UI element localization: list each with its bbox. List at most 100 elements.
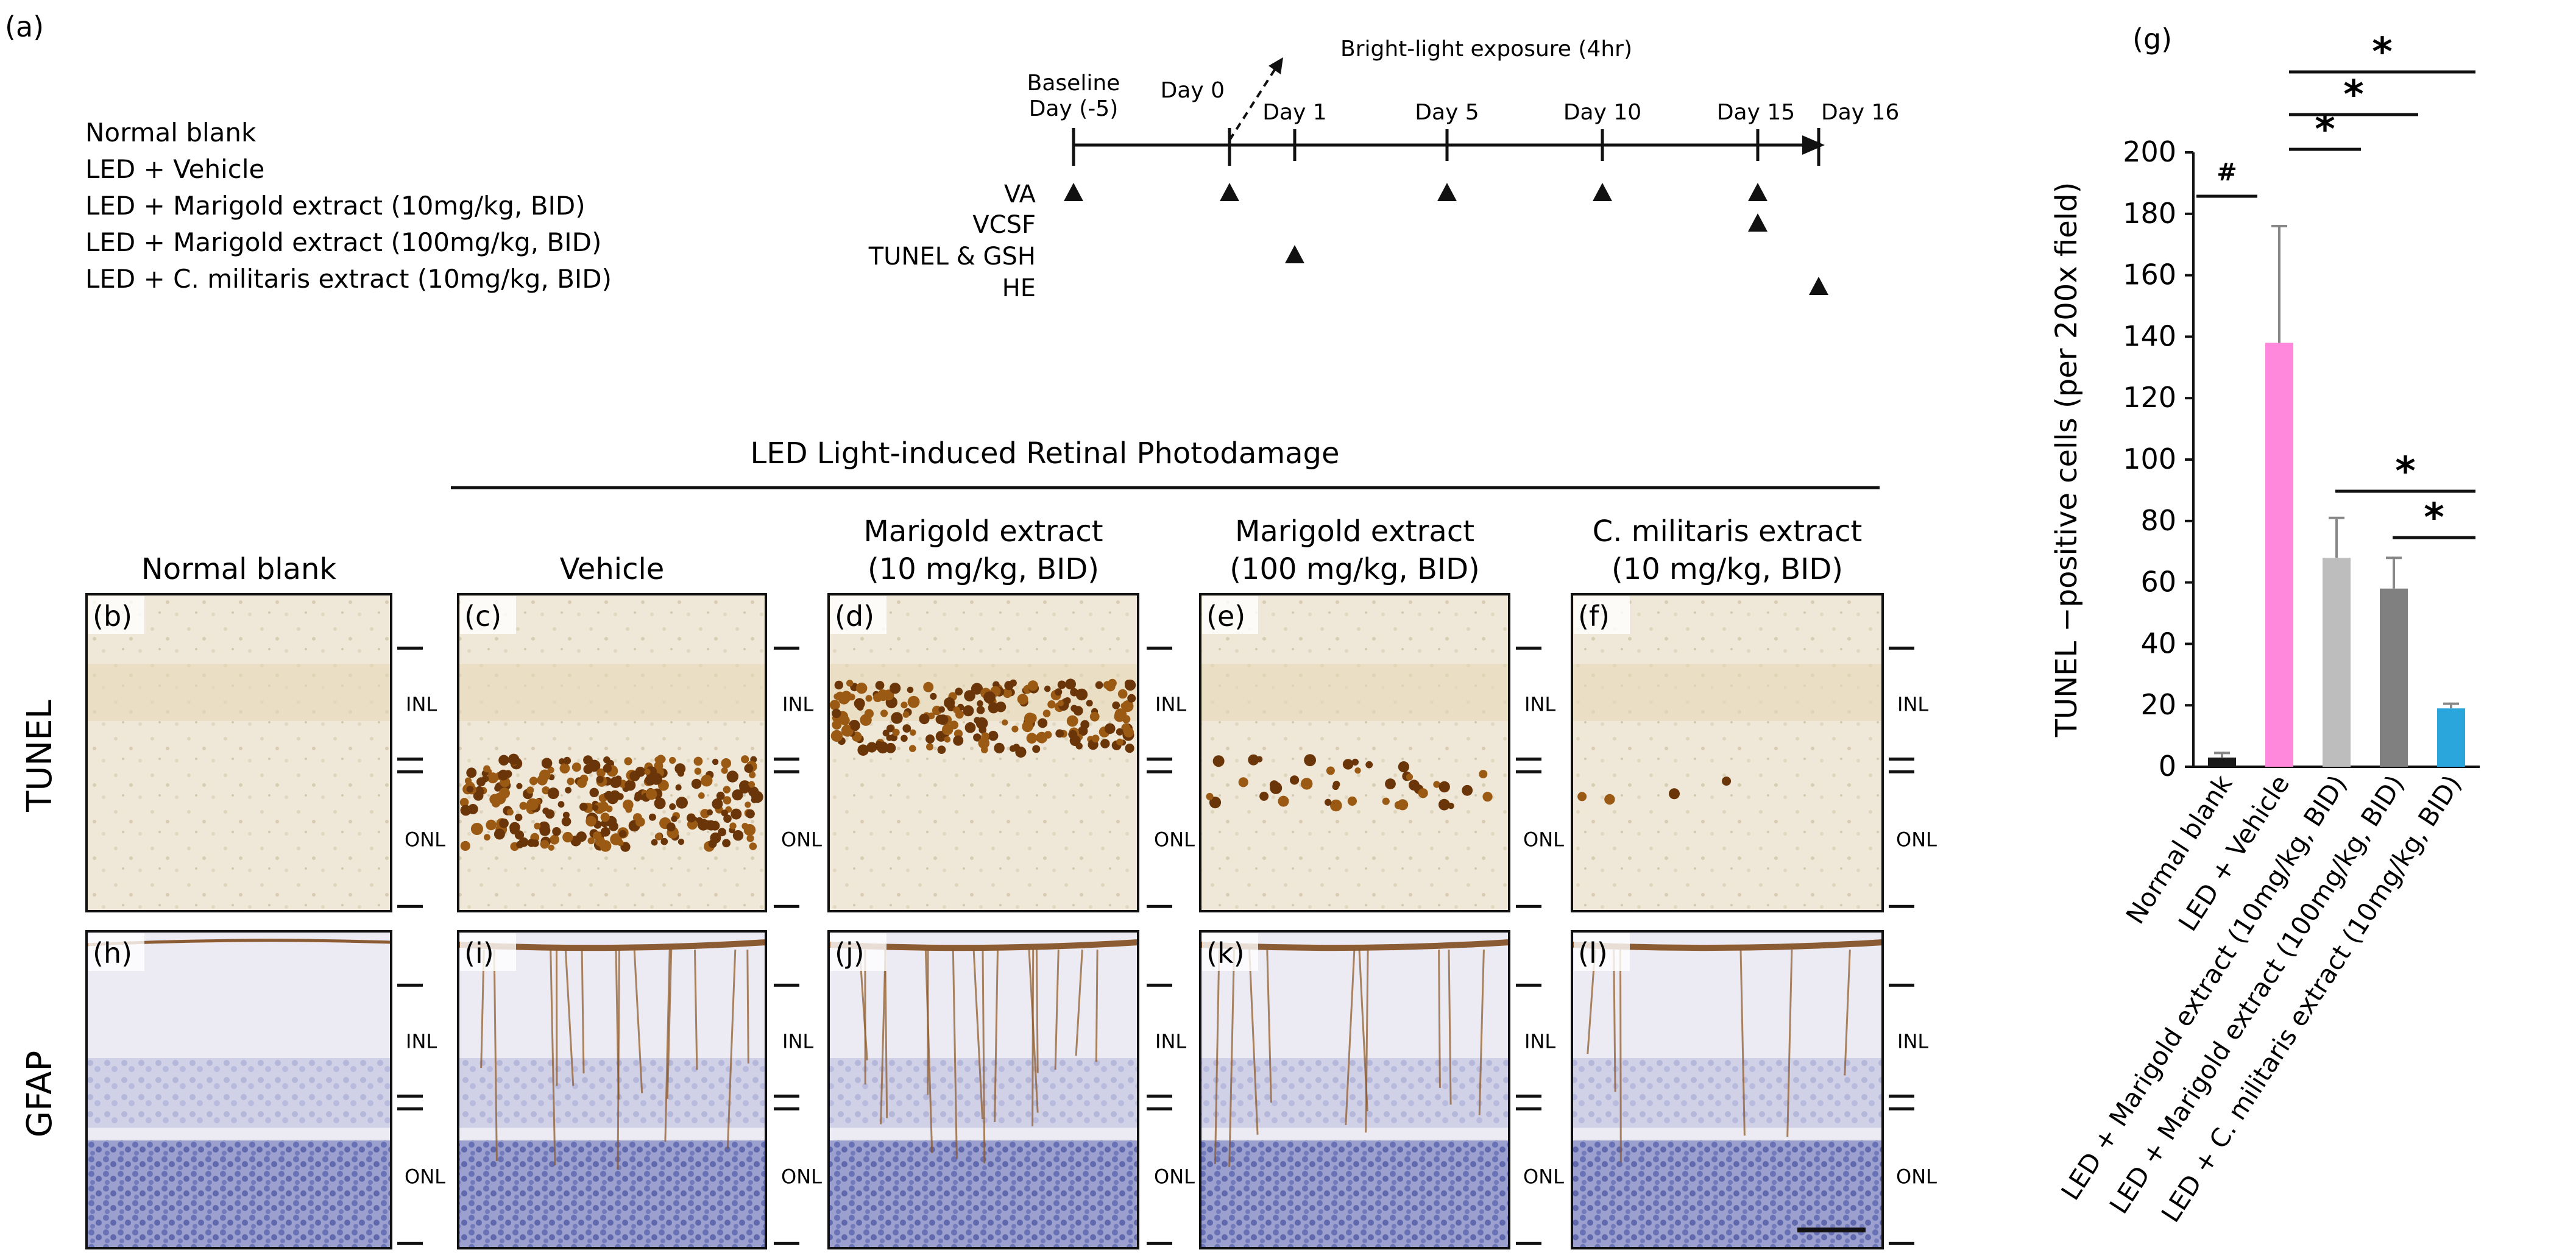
tunel-positive-cell xyxy=(938,714,949,725)
y-tick-label: 20 xyxy=(2140,688,2176,721)
timeline-day-label: Day 10 xyxy=(1563,100,1641,125)
condition-label: Marigold extract xyxy=(863,514,1103,549)
tunel-positive-cell xyxy=(1027,713,1037,723)
tunel-positive-cell xyxy=(1027,680,1038,691)
gfap-fiber xyxy=(564,949,575,1086)
tunel-positive-cell xyxy=(508,753,520,766)
tunel-positive-cell xyxy=(1209,797,1222,809)
tunel-positive-cell xyxy=(515,813,523,822)
gfap-fiber xyxy=(1739,949,1746,1136)
tunel-positive-cell xyxy=(498,755,509,766)
tunel-positive-cell xyxy=(1080,720,1090,730)
panel-letter-bg xyxy=(830,596,886,634)
significance-mark: * xyxy=(2395,449,2415,494)
timeline-day-label: Day 0 xyxy=(1161,78,1225,103)
tunel-positive-cell xyxy=(901,734,908,742)
tunel-positive-cell xyxy=(981,746,988,753)
tunel-positive-cell xyxy=(648,813,656,821)
stain-row-label: TUNEL xyxy=(20,700,60,812)
tunel-positive-cell xyxy=(1351,758,1359,766)
tunel-positive-cell xyxy=(1075,688,1088,701)
tunel-positive-cell xyxy=(721,767,728,774)
tunel-positive-cell xyxy=(595,836,606,847)
tunel-positive-cell xyxy=(1604,794,1615,805)
panel-letter: (l) xyxy=(1578,937,1608,970)
micrograph-panel: (h) INL ONL xyxy=(85,930,445,1249)
tunel-positive-cell xyxy=(499,787,510,799)
gfap-fiber xyxy=(1075,949,1083,1056)
tunel-positive-cell xyxy=(691,778,702,789)
tunel-positive-cell xyxy=(1125,744,1134,753)
panel-letter-bg xyxy=(88,596,144,634)
tunel-positive-cell xyxy=(746,809,755,819)
tunel-positive-cell xyxy=(834,680,844,690)
tunel-positive-cell xyxy=(1117,689,1128,699)
tunel-positive-cell xyxy=(988,731,999,741)
tunel-positive-cell xyxy=(547,787,559,800)
tunel-positive-cell xyxy=(723,814,732,823)
layer-label-onl: ONL xyxy=(1896,828,1937,851)
tunel-positive-cell xyxy=(1347,796,1357,806)
condition-label: Normal blank xyxy=(141,552,337,586)
tunel-positive-cell xyxy=(1100,739,1110,748)
panel-letter: (d) xyxy=(835,600,874,633)
tunel-positive-cell xyxy=(744,764,754,773)
tunel-positive-cell xyxy=(1116,738,1123,746)
panel-letter: (c) xyxy=(464,600,501,633)
bar xyxy=(2323,558,2351,767)
tunel-positive-cell xyxy=(882,730,890,737)
panel-letter: (b) xyxy=(93,600,132,633)
tunel-positive-cell xyxy=(586,816,596,827)
gfap-fiber xyxy=(1613,949,1616,1092)
group-legend-item: LED + Marigold extract (10mg/kg, BID) xyxy=(85,191,586,221)
tunel-positive-cell xyxy=(506,809,514,816)
tunel-positive-cell xyxy=(832,708,841,719)
tunel-positive-cell xyxy=(716,791,725,800)
tunel-positive-cell xyxy=(534,822,541,830)
micrograph-panel: (j) INL ONL xyxy=(827,930,1195,1249)
tunel-positive-cell xyxy=(865,695,872,702)
tunel-positive-cell xyxy=(466,786,474,793)
micrograph-image xyxy=(1572,1058,1883,1128)
tunel-positive-cell xyxy=(539,825,551,836)
tunel-positive-cell xyxy=(518,837,529,847)
tunel-positive-cell xyxy=(466,767,477,778)
tunel-positive-cell xyxy=(1112,701,1120,709)
layer-label-inl: INL xyxy=(1155,692,1186,716)
micrograph-image xyxy=(458,1058,766,1128)
tunel-positive-cell xyxy=(1418,788,1428,798)
tunel-positive-cell xyxy=(563,756,571,765)
tunel-positive-cell xyxy=(1438,781,1450,793)
panel-letter: (e) xyxy=(1206,600,1245,633)
micrograph-image xyxy=(87,664,391,721)
micrograph-frame xyxy=(457,593,767,912)
tunel-positive-cell xyxy=(625,780,636,791)
group-legend-item: LED + Marigold extract (100mg/kg, BID) xyxy=(85,227,601,257)
tunel-positive-cell xyxy=(559,763,570,774)
timepoint-marker-icon xyxy=(1220,183,1239,201)
tunel-positive-cell xyxy=(840,716,850,726)
tunel-positive-cell xyxy=(891,712,903,724)
tunel-positive-cell xyxy=(609,821,618,831)
tunel-positive-cell xyxy=(886,725,894,733)
tunel-positive-cell xyxy=(545,809,555,819)
tunel-positive-cell xyxy=(686,813,696,823)
bar xyxy=(2437,708,2465,767)
tunel-positive-cell xyxy=(988,702,999,714)
micrograph-panel: (k) INL ONL xyxy=(1199,930,1564,1249)
tunel-positive-cell xyxy=(498,769,509,781)
tunel-positive-cell xyxy=(942,723,954,736)
panel-letter: (i) xyxy=(464,937,494,970)
gfap-fiber xyxy=(1266,949,1272,1103)
panel-letter: (k) xyxy=(1206,937,1245,970)
micrograph-frame xyxy=(1199,593,1510,912)
gfap-fiber xyxy=(694,949,698,1070)
tunel-positive-cell xyxy=(1124,680,1133,688)
micrograph-image xyxy=(1200,1140,1509,1248)
tunel-positive-cell xyxy=(481,775,489,783)
tunel-positive-cell xyxy=(723,796,732,805)
layer-label-inl: INL xyxy=(1155,1029,1186,1053)
panel-letter-bg xyxy=(1574,596,1630,634)
timepoint-marker-icon xyxy=(1748,213,1767,232)
tunel-positive-cell xyxy=(1073,706,1083,716)
